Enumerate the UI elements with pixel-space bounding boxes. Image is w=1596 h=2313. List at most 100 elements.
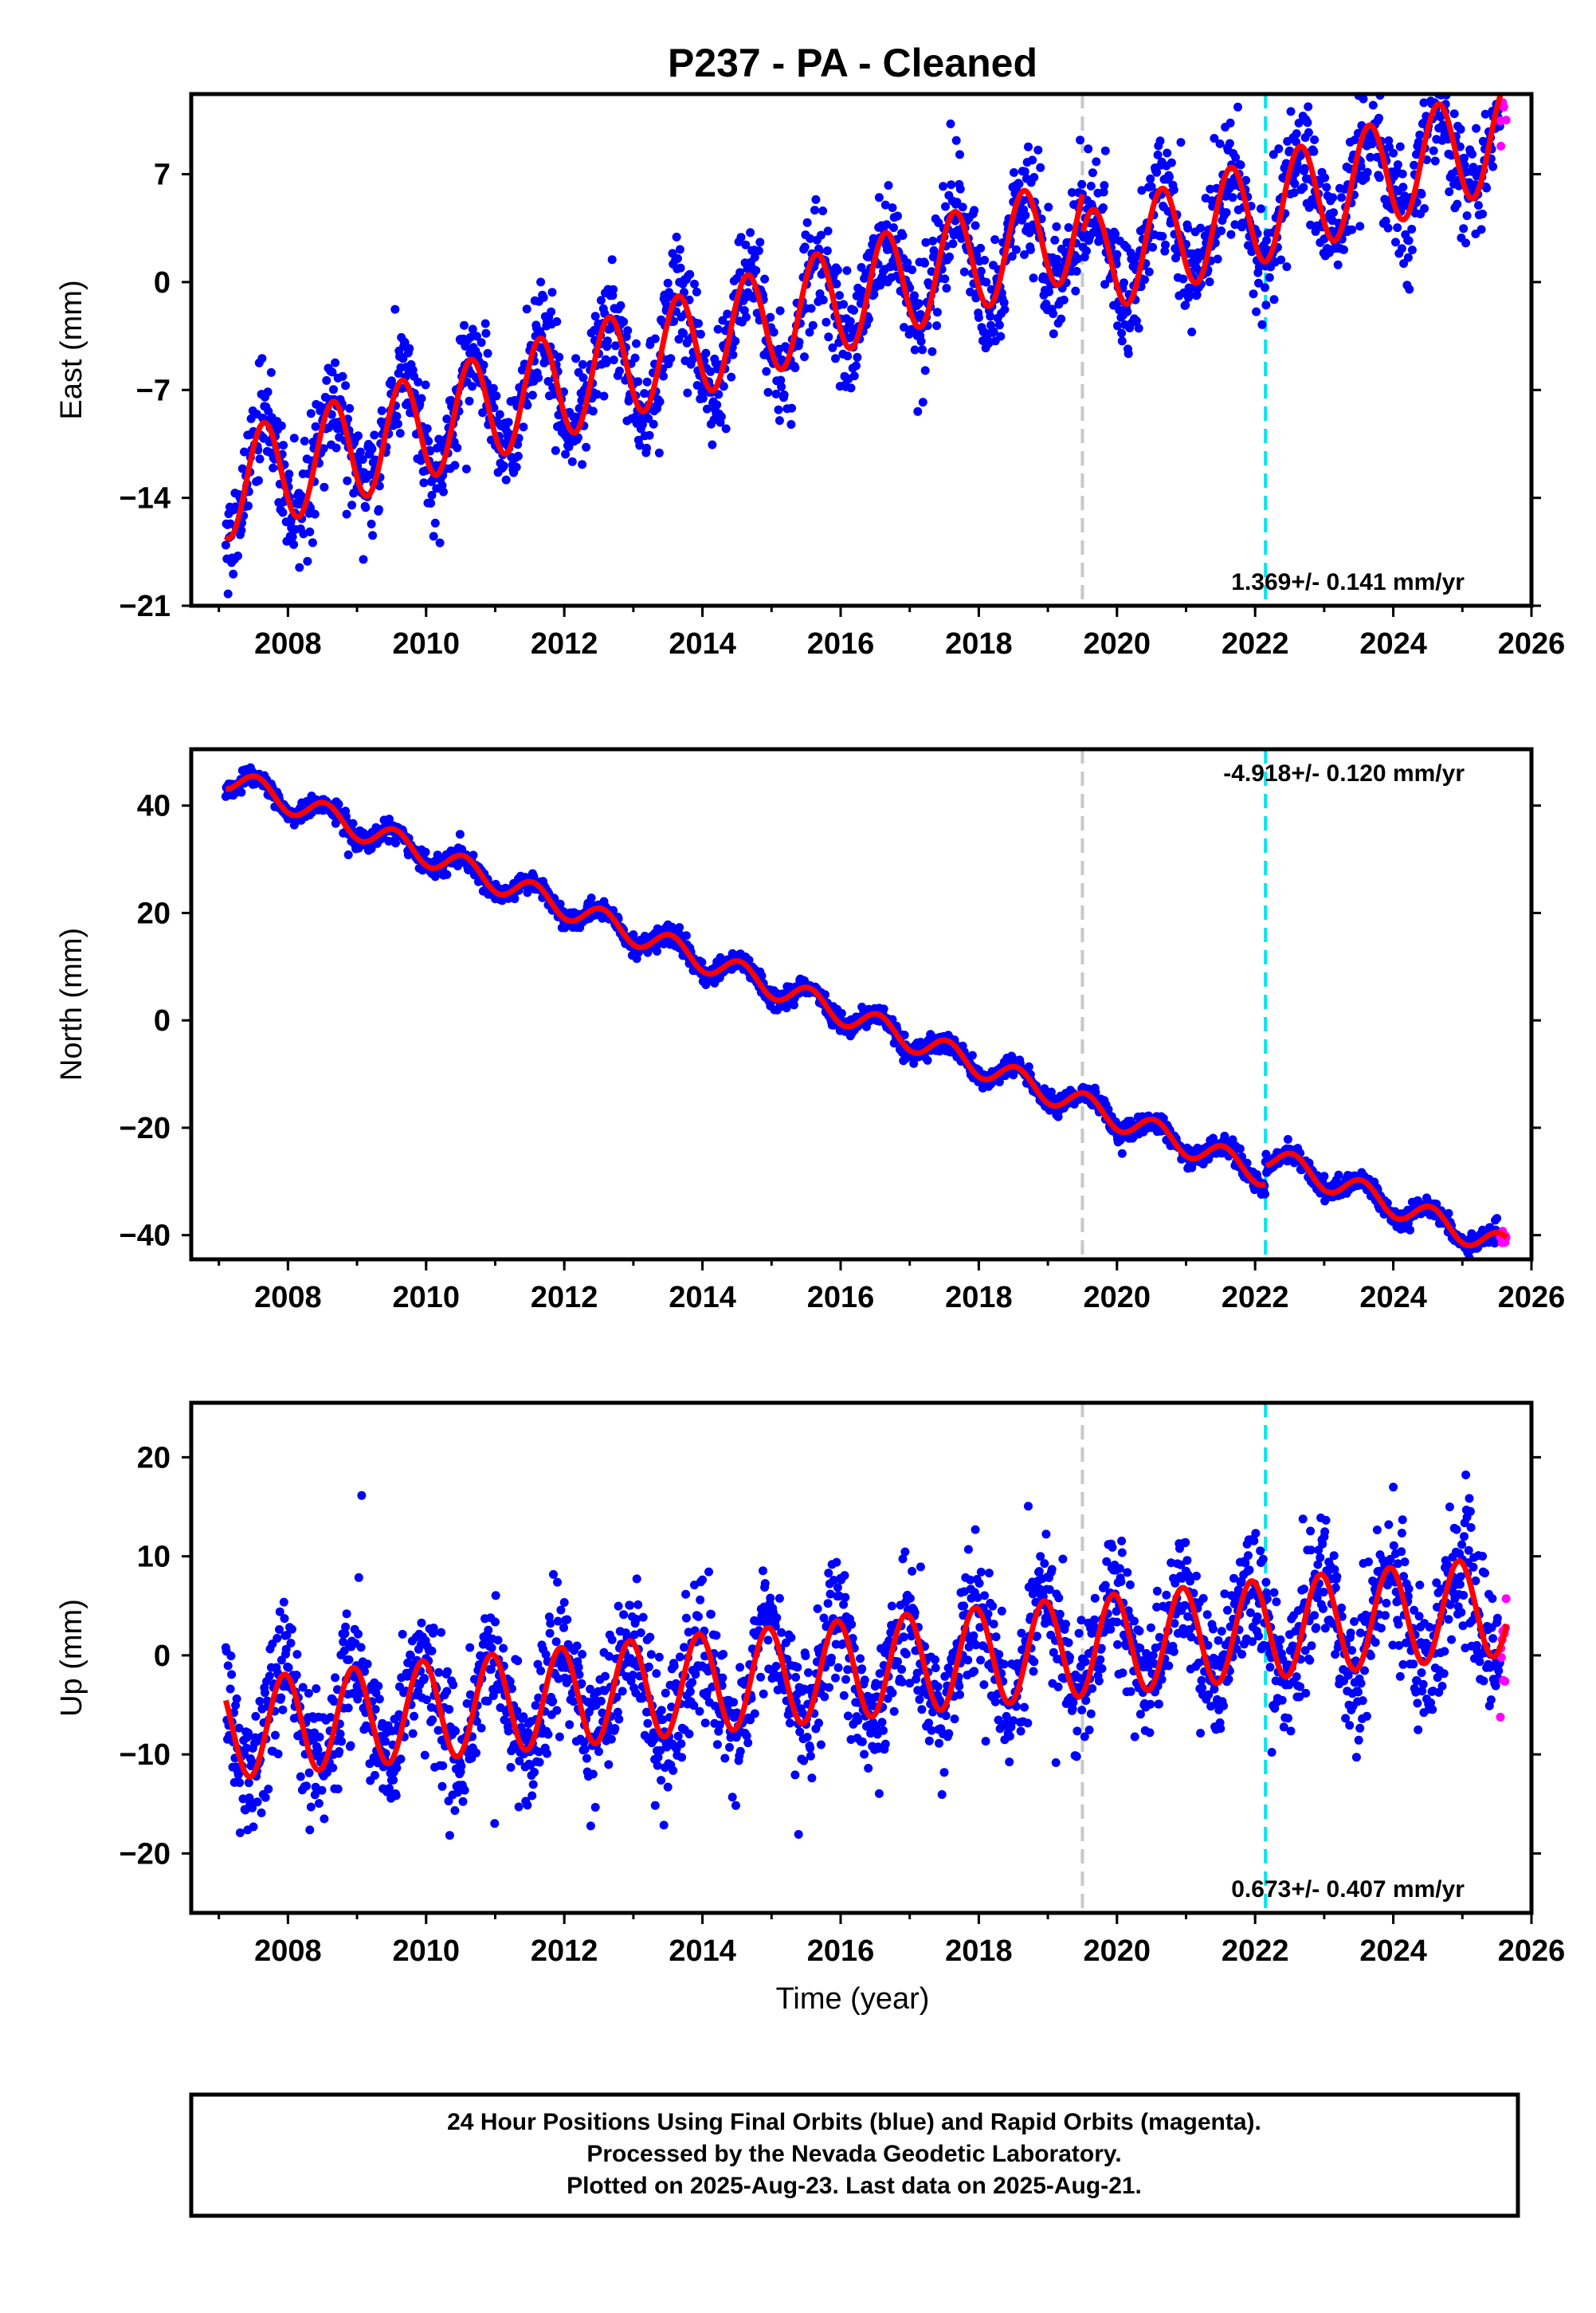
final-orbit-point bbox=[650, 334, 660, 344]
final-orbit-point bbox=[561, 450, 571, 459]
final-orbit-point bbox=[453, 443, 462, 453]
final-orbit-point bbox=[1049, 309, 1058, 319]
final-orbit-point bbox=[1269, 295, 1279, 304]
final-orbit-point bbox=[227, 1670, 237, 1679]
final-orbit-point bbox=[1383, 223, 1393, 233]
final-orbit-point bbox=[551, 446, 560, 455]
final-orbit-point bbox=[1429, 146, 1438, 155]
final-orbit-point bbox=[1339, 245, 1348, 254]
final-orbit-point bbox=[706, 367, 716, 376]
final-orbit-point bbox=[255, 454, 265, 464]
final-orbit-point bbox=[331, 1673, 340, 1683]
final-orbit-point bbox=[653, 947, 661, 956]
final-orbit-point bbox=[414, 377, 423, 387]
final-orbit-point bbox=[800, 352, 809, 362]
final-orbit-point bbox=[910, 345, 920, 355]
final-orbit-point bbox=[371, 1770, 379, 1780]
final-orbit-point bbox=[818, 295, 828, 304]
final-orbit-point bbox=[1384, 136, 1394, 145]
final-orbit-point bbox=[1405, 285, 1414, 294]
east-model-fit bbox=[223, 94, 1504, 541]
final-orbit-point bbox=[1290, 179, 1300, 189]
rapid-orbit-point bbox=[1499, 66, 1508, 75]
final-orbit-point bbox=[426, 498, 436, 508]
final-orbit-point bbox=[1146, 174, 1155, 183]
final-orbit-point bbox=[240, 447, 249, 457]
final-orbit-point bbox=[1021, 210, 1030, 220]
final-orbit-point bbox=[718, 316, 727, 325]
final-orbit-point bbox=[1449, 109, 1459, 119]
final-orbit-point bbox=[327, 367, 337, 377]
final-orbit-point bbox=[1395, 142, 1405, 151]
final-orbit-point bbox=[335, 1730, 345, 1738]
final-orbit-point bbox=[831, 354, 840, 363]
final-orbit-point bbox=[1155, 136, 1165, 146]
final-orbit-point bbox=[279, 441, 288, 450]
final-orbit-point bbox=[286, 1639, 296, 1647]
final-orbit-point bbox=[284, 469, 294, 479]
final-orbit-point bbox=[839, 300, 849, 309]
final-orbit-point bbox=[989, 327, 998, 336]
final-orbit-point bbox=[1011, 245, 1021, 254]
y-tick-label: 0 bbox=[154, 266, 171, 300]
final-orbit-point bbox=[736, 233, 746, 242]
final-orbit-point bbox=[1225, 139, 1234, 148]
final-orbit-point bbox=[450, 1806, 460, 1816]
x-tick-label: 2024 bbox=[1359, 1281, 1427, 1314]
final-orbit-point bbox=[232, 1694, 241, 1703]
final-orbit-point bbox=[1309, 147, 1319, 156]
final-orbit-point bbox=[1495, 60, 1504, 69]
final-orbit-point bbox=[958, 202, 967, 212]
final-orbit-point bbox=[590, 312, 600, 321]
final-orbit-point bbox=[306, 1802, 316, 1812]
final-orbit-point bbox=[549, 390, 558, 399]
final-orbit-point bbox=[1010, 168, 1018, 177]
final-orbit-point bbox=[400, 338, 410, 348]
final-orbit-point bbox=[615, 366, 624, 375]
final-orbit-point bbox=[1262, 236, 1272, 245]
final-orbit-point bbox=[367, 520, 376, 528]
final-orbit-point bbox=[824, 332, 833, 342]
final-orbit-point bbox=[1320, 1172, 1329, 1181]
final-orbit-point bbox=[438, 1761, 448, 1770]
final-orbit-point bbox=[385, 815, 394, 824]
final-orbit-point bbox=[223, 1661, 233, 1671]
final-orbit-point bbox=[1205, 277, 1214, 287]
final-orbit-point bbox=[327, 410, 336, 419]
final-orbit-point bbox=[918, 398, 927, 407]
final-orbit-point bbox=[1283, 1135, 1292, 1144]
final-orbit-point bbox=[837, 1008, 846, 1018]
final-orbit-point bbox=[472, 332, 481, 341]
final-orbit-point bbox=[320, 1814, 329, 1824]
final-orbit-point bbox=[751, 265, 761, 275]
final-orbit-point bbox=[996, 332, 1006, 341]
final-orbit-point bbox=[596, 296, 606, 305]
final-orbit-point bbox=[884, 181, 893, 190]
final-orbit-point bbox=[1398, 183, 1408, 192]
final-orbit-point bbox=[434, 1667, 444, 1677]
final-orbit-point bbox=[476, 338, 486, 348]
final-orbit-point bbox=[679, 328, 688, 338]
final-orbit-point bbox=[1140, 275, 1149, 285]
final-orbit-point bbox=[1217, 226, 1226, 236]
final-orbit-point bbox=[408, 1729, 418, 1738]
final-orbit-point bbox=[271, 1730, 280, 1740]
final-orbit-point bbox=[311, 422, 320, 431]
final-orbit-point bbox=[609, 355, 618, 365]
final-orbit-point bbox=[1474, 201, 1483, 210]
final-orbit-point bbox=[1206, 184, 1215, 194]
final-orbit-point bbox=[1417, 190, 1426, 199]
final-orbit-point bbox=[1020, 250, 1029, 259]
final-orbit-point bbox=[816, 230, 825, 240]
final-orbit-point bbox=[1429, 75, 1437, 84]
final-orbit-point bbox=[1100, 280, 1110, 289]
final-orbit-point bbox=[1274, 144, 1284, 154]
final-orbit-point bbox=[225, 519, 235, 528]
final-orbit-point bbox=[1300, 163, 1309, 173]
final-orbit-point bbox=[1456, 124, 1465, 134]
final-orbit-point bbox=[970, 206, 979, 215]
final-orbit-point bbox=[513, 451, 523, 461]
final-orbit-point bbox=[338, 371, 347, 381]
